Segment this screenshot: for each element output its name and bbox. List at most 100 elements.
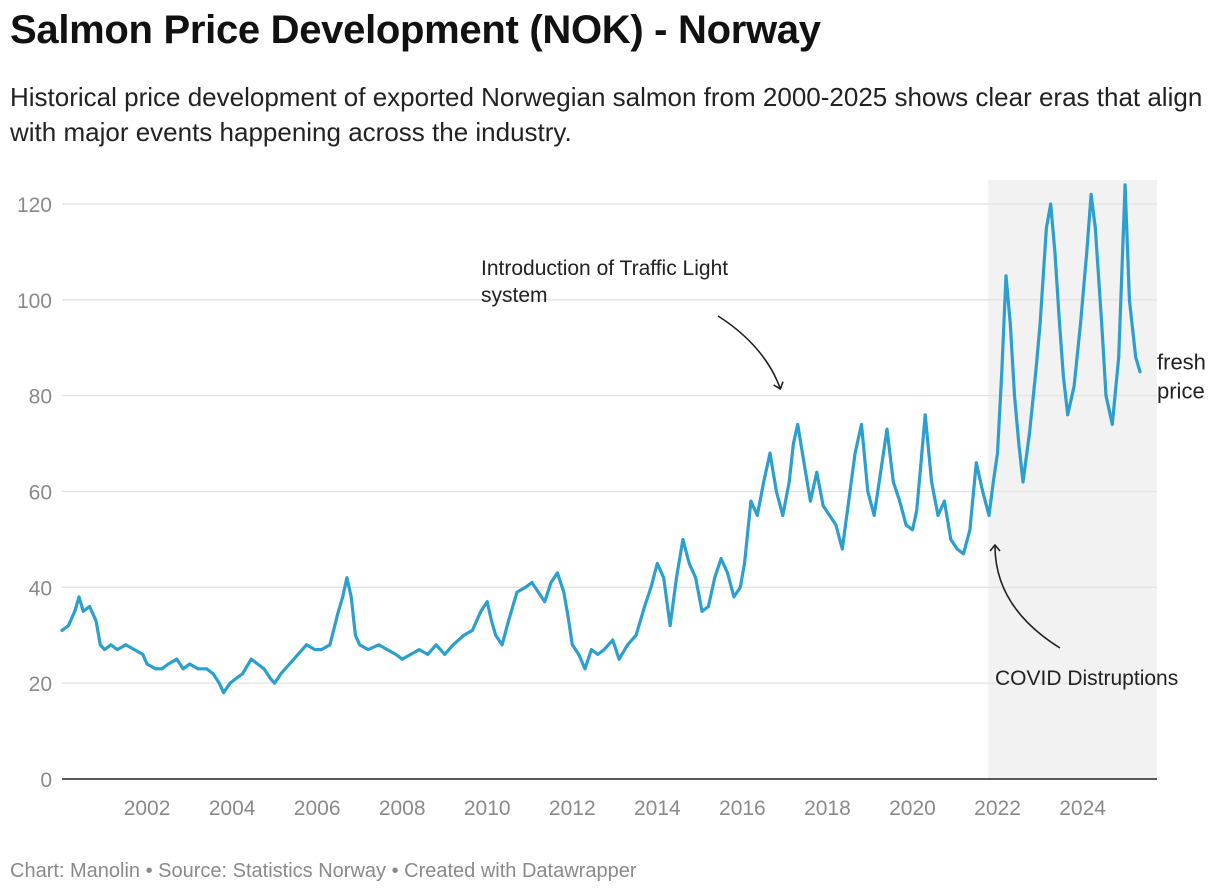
- data-point-43: [345, 576, 349, 580]
- data-point-121: [866, 490, 870, 493]
- y-tick-label-20: 20: [29, 673, 52, 696]
- data-point-145: [1004, 274, 1008, 278]
- data-point-22: [205, 667, 208, 671]
- data-point-66: [515, 590, 519, 594]
- data-point-125: [891, 480, 895, 484]
- data-point-6: [94, 619, 98, 623]
- data-point-136: [955, 547, 959, 551]
- data-point-58: [462, 633, 466, 637]
- data-point-94: [700, 609, 704, 613]
- data-point-79: [596, 653, 600, 656]
- data-point-154: [1049, 202, 1053, 206]
- data-point-77: [583, 667, 587, 671]
- data-point-157: [1062, 375, 1065, 378]
- data-point-0: [60, 629, 64, 632]
- x-axis-ticks: 2002 2004 2006 2008 2010 2012 2014 2016 2018 2020…: [124, 797, 1107, 820]
- data-point-167: [1117, 355, 1121, 359]
- data-point-84: [634, 633, 638, 637]
- data-point-166: [1110, 422, 1114, 426]
- data-point-164: [1100, 322, 1104, 326]
- data-point-80: [602, 648, 606, 652]
- data-point-56: [443, 653, 447, 656]
- data-point-95: [706, 605, 710, 608]
- series-label-fresh-price: fresh price: [1157, 350, 1206, 404]
- data-point-162: [1089, 192, 1093, 196]
- data-point-132: [930, 480, 934, 484]
- data-point-14: [145, 662, 149, 666]
- data-point-46: [358, 643, 362, 647]
- data-point-41: [337, 609, 340, 613]
- annotation-traffic-light-arrow: [717, 315, 784, 391]
- data-point-32: [268, 676, 272, 680]
- data-point-63: [494, 633, 498, 637]
- data-point-124: [885, 427, 889, 431]
- annotation-covid-arrow: [989, 543, 1061, 649]
- data-point-122: [872, 514, 876, 517]
- x-tick-label-2016: 2016: [719, 797, 766, 820]
- data-point-33: [273, 681, 277, 685]
- data-point-156: [1057, 317, 1061, 321]
- data-point-170: [1134, 355, 1138, 359]
- data-point-67: [524, 585, 527, 589]
- data-point-78: [590, 648, 593, 652]
- data-point-118: [847, 499, 851, 503]
- data-point-142: [991, 480, 995, 484]
- y-tick-label-100: 100: [17, 290, 52, 313]
- data-point-152: [1038, 322, 1042, 326]
- data-point-155: [1053, 250, 1057, 254]
- x-tick-label-2004: 2004: [209, 797, 256, 820]
- data-point-87: [655, 561, 659, 565]
- data-point-133: [936, 514, 940, 517]
- data-point-106: [775, 490, 778, 493]
- data-point-100: [738, 585, 742, 589]
- y-tick-label-80: 80: [29, 386, 52, 409]
- data-point-92: [687, 561, 691, 565]
- data-point-42: [341, 595, 345, 599]
- data-point-28: [241, 672, 245, 675]
- data-point-75: [570, 643, 574, 647]
- data-point-108: [787, 480, 791, 484]
- data-point-113: [815, 470, 819, 474]
- data-point-47: [366, 648, 370, 652]
- data-point-48: [377, 643, 381, 647]
- data-point-163: [1093, 226, 1097, 230]
- data-point-27: [234, 676, 238, 680]
- data-point-90: [675, 576, 678, 580]
- data-point-45: [354, 633, 357, 637]
- data-point-107: [781, 514, 785, 517]
- data-point-13: [141, 653, 145, 656]
- x-tick-label-2002: 2002: [124, 797, 171, 820]
- data-point-51: [400, 657, 404, 661]
- data-point-21: [196, 667, 200, 671]
- x-tick-label-2014: 2014: [634, 797, 681, 820]
- annotation-covid-text: COVID Distruptions: [995, 667, 1178, 690]
- data-point-74: [566, 614, 570, 618]
- data-point-101: [743, 561, 746, 565]
- data-point-161: [1085, 250, 1089, 254]
- data-point-103: [755, 514, 759, 517]
- data-point-127: [904, 523, 908, 527]
- data-point-64: [500, 643, 504, 647]
- data-point-141: [987, 514, 991, 517]
- data-point-19: [181, 667, 185, 671]
- data-point-5: [88, 605, 92, 608]
- x-tick-label-2008: 2008: [379, 797, 426, 820]
- data-point-146: [1008, 322, 1012, 326]
- data-point-29: [249, 657, 253, 661]
- data-point-31: [262, 667, 266, 671]
- data-point-37: [305, 643, 308, 647]
- data-point-143: [996, 451, 999, 455]
- data-point-153: [1045, 226, 1048, 230]
- fresh-price-line: [60, 183, 1142, 695]
- y-tick-label-40: 40: [29, 577, 52, 600]
- data-point-134: [942, 499, 946, 503]
- data-point-147: [1013, 394, 1016, 398]
- data-point-40: [328, 643, 332, 647]
- data-point-18: [175, 657, 179, 661]
- data-point-54: [426, 653, 430, 656]
- data-point-117: [840, 547, 844, 551]
- data-point-165: [1104, 394, 1108, 398]
- data-point-130: [919, 461, 923, 465]
- data-point-44: [349, 595, 353, 599]
